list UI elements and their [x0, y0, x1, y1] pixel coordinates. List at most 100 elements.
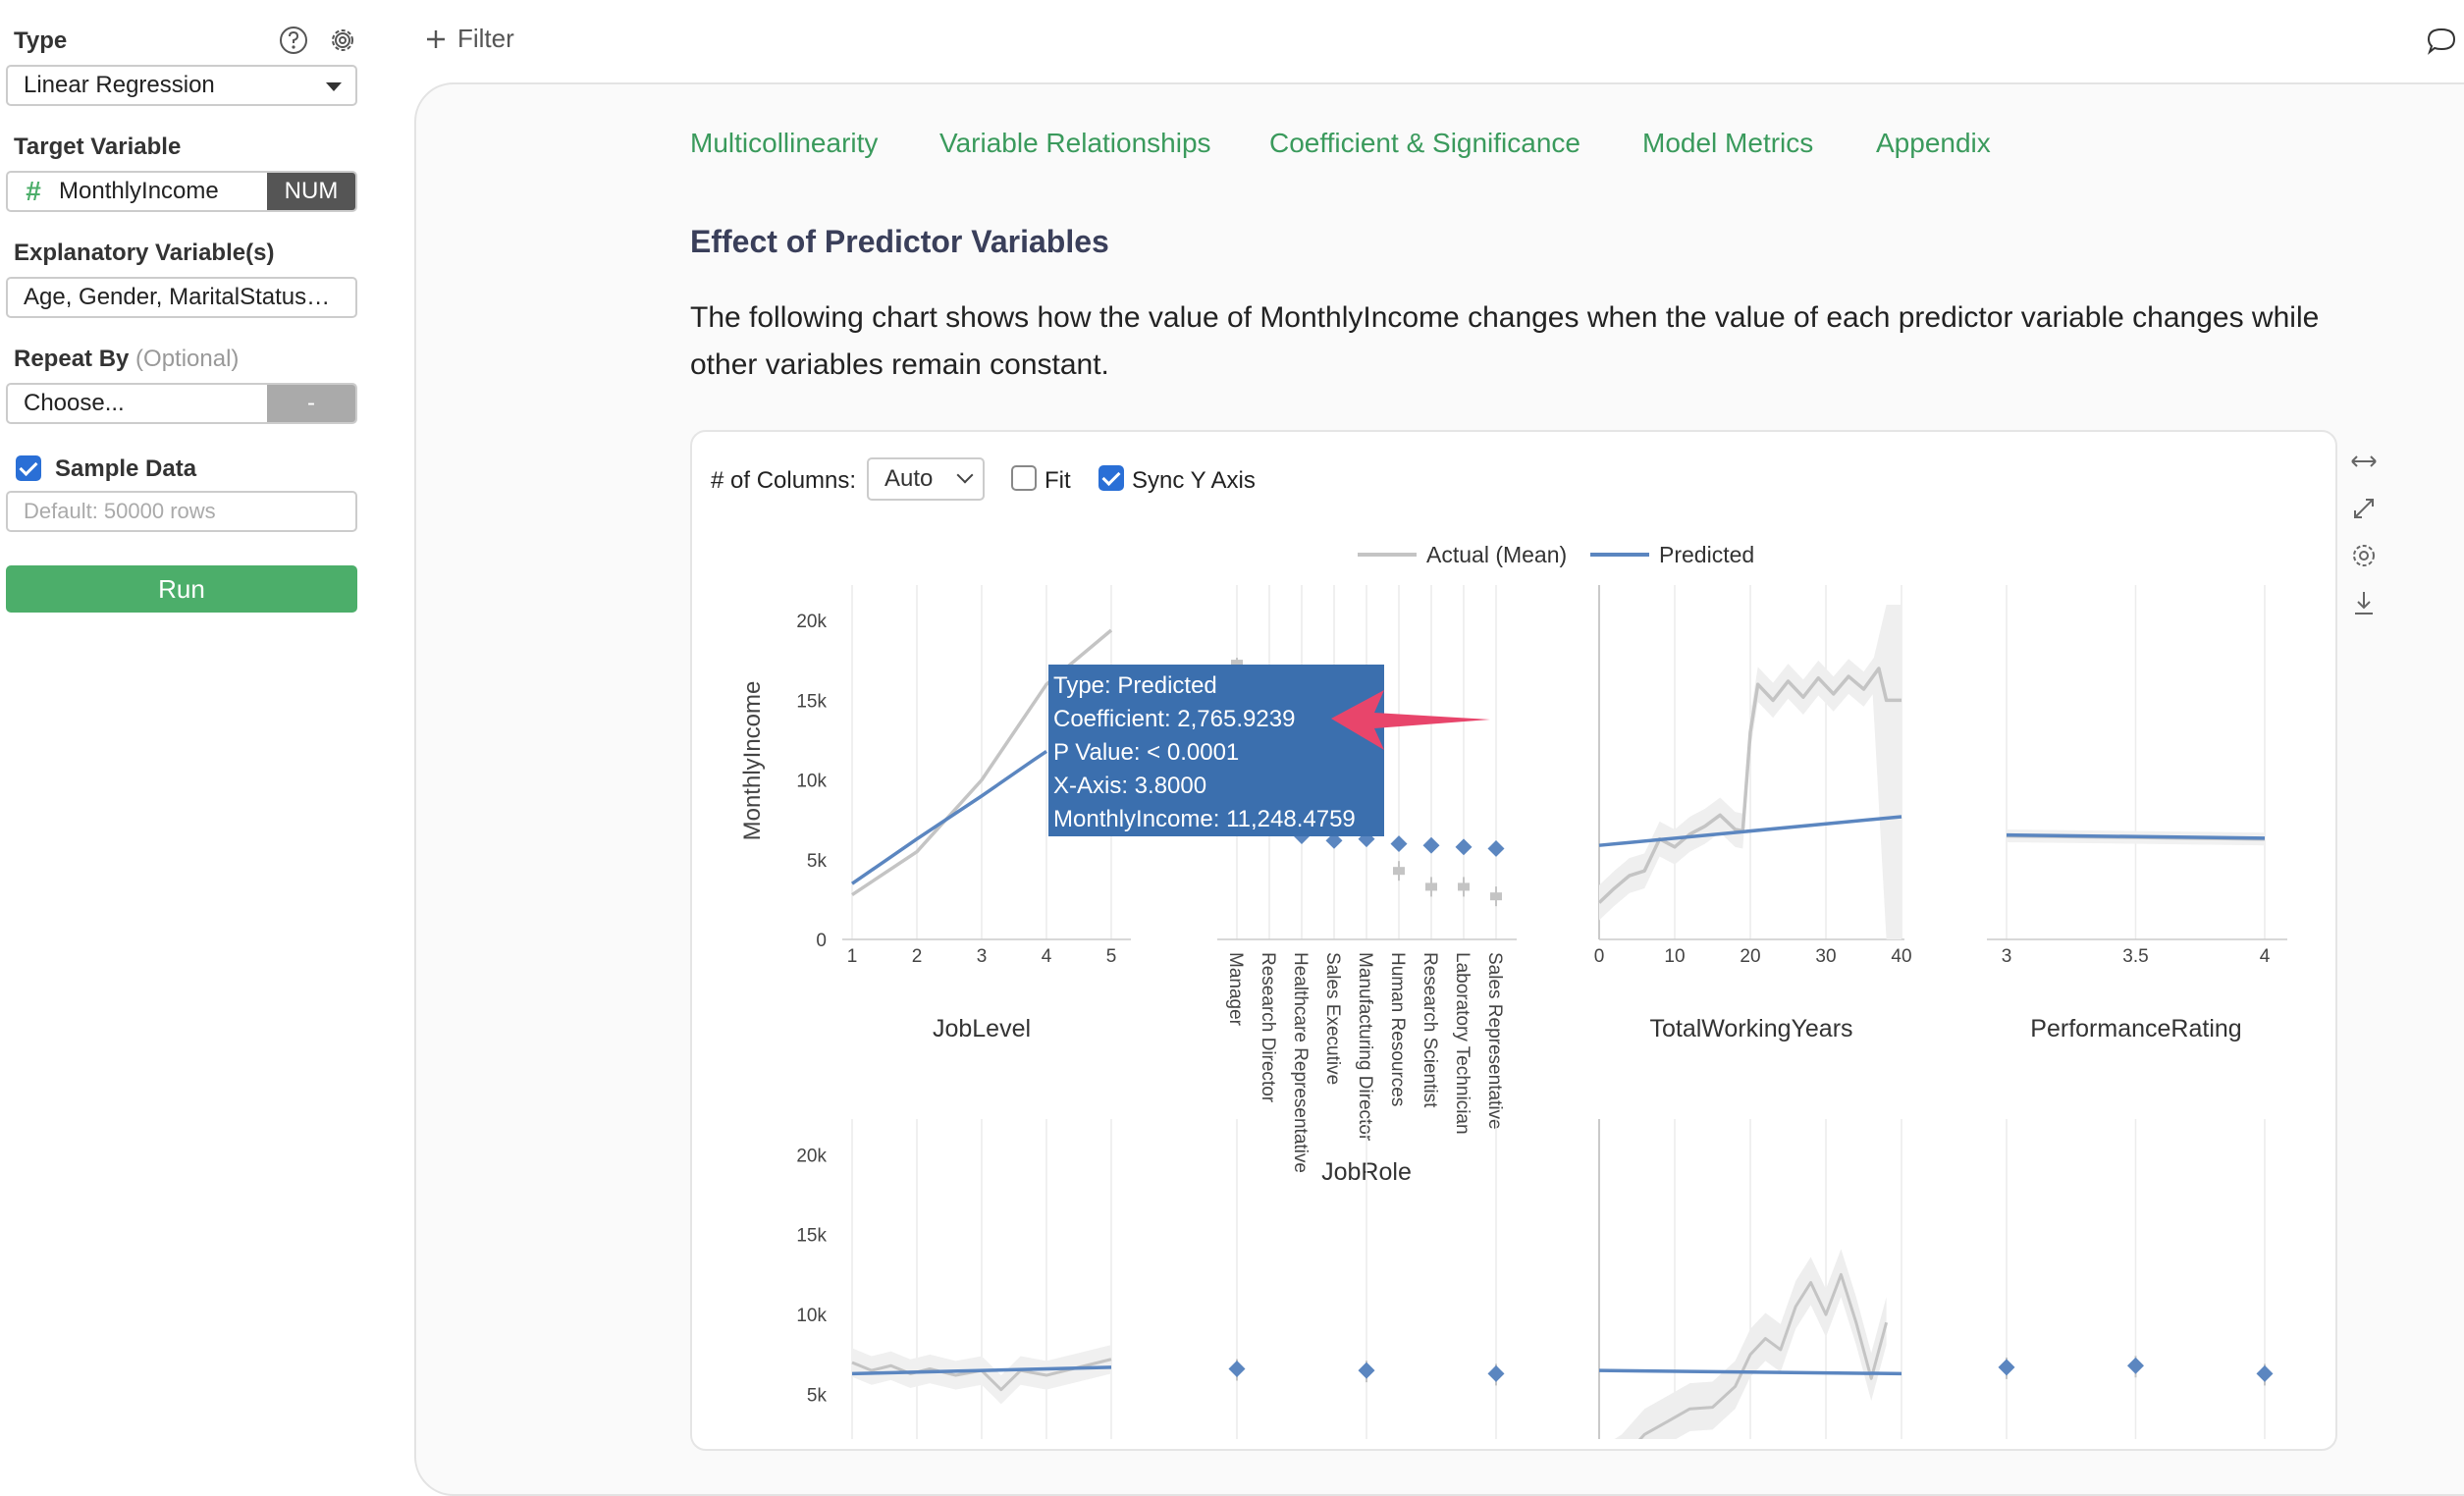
- left-panel: Type Linear Regression Target Variable #…: [0, 0, 373, 1439]
- actual-confidence-band-tail: [1871, 605, 1902, 939]
- tooltip-line: MonthlyIncome: 11,248.4759: [1053, 806, 1356, 832]
- x-tick-label: 4: [1042, 946, 1052, 967]
- sample-data-label: Sample Data: [55, 455, 197, 482]
- sample-rows-input[interactable]: Default: 50000 rows: [6, 491, 357, 532]
- y-tick-label: 0: [816, 931, 827, 951]
- actual-marker: [1231, 660, 1243, 668]
- actual-confidence-band: [852, 1345, 1111, 1405]
- predicted-marker: [2127, 1357, 2144, 1374]
- tooltip-box: [1048, 665, 1384, 836]
- y-tick-label: 15k: [796, 691, 827, 712]
- predicted-marker: [1390, 835, 1408, 853]
- sample-data-checkbox[interactable]: [16, 455, 41, 481]
- category-tick-label: Research Director: [1258, 952, 1278, 1103]
- actual-marker: [1490, 892, 1502, 901]
- download-icon[interactable]: [2348, 587, 2380, 618]
- x-tick-label: 3: [977, 946, 988, 967]
- y-tick-label: 15k: [796, 1226, 827, 1247]
- columns-value: Auto: [884, 465, 934, 492]
- predicted-line: [851, 1365, 1112, 1376]
- legend-predicted-label: Predicted: [1659, 542, 1754, 567]
- actual-line: [1597, 667, 1902, 904]
- repeat-by-label: Repeat By (Optional): [14, 346, 239, 373]
- type-label: Type: [14, 27, 68, 54]
- sync-y-axis-label: Sync Y Axis: [1132, 467, 1256, 494]
- category-tick-label: Healthcare Representative: [1290, 952, 1311, 1173]
- predicted-line: [1598, 1368, 1902, 1376]
- actual-marker: [1393, 867, 1405, 876]
- filter-button[interactable]: Filter: [424, 24, 514, 54]
- actual-marker: [1425, 882, 1437, 891]
- columns-select[interactable]: Auto: [867, 457, 985, 501]
- plus-icon: [427, 29, 445, 48]
- y-tick-label: 10k: [796, 1306, 827, 1326]
- explanatory-label: Explanatory Variable(s): [14, 240, 275, 266]
- category-tick-label: Sales Executive: [1322, 952, 1343, 1085]
- x-tick-label: 20: [1740, 946, 1760, 967]
- repeat-by-value: Choose...: [24, 390, 125, 416]
- sample-rows-placeholder: Default: 50000 rows: [24, 499, 216, 523]
- columns-label: # of Columns:: [711, 467, 857, 494]
- fit-checkbox[interactable]: [1011, 465, 1037, 491]
- predicted-marker: [1487, 1364, 1505, 1382]
- category-tick-label: Sales Representative: [1484, 952, 1505, 1130]
- predicted-marker: [1455, 838, 1473, 856]
- x-tick-label: 10: [1664, 946, 1685, 967]
- pointer-arrow-icon: [1331, 690, 1490, 750]
- actual-confidence-band: [1599, 651, 1902, 921]
- y-tick-label: 20k: [796, 1146, 827, 1166]
- predicted-marker: [1422, 836, 1440, 854]
- x-axis-title: JobLevel: [933, 1015, 1031, 1042]
- actual-line: [851, 1358, 1112, 1392]
- category-tick-label: Manufacturing Director: [1355, 952, 1375, 1142]
- type-select[interactable]: Linear Regression: [6, 65, 357, 106]
- x-tick-label: 3: [2002, 946, 2012, 967]
- explanatory-variables-select[interactable]: Age, Gender, MaritalStatus…: [6, 277, 357, 318]
- type-badge: NUM: [267, 173, 355, 210]
- repeat-by-type-badge: -: [267, 385, 355, 422]
- tooltip-line: X-Axis: 3.8000: [1053, 773, 1206, 799]
- chart-settings-icon[interactable]: [2348, 540, 2380, 571]
- x-tick-label: 5: [1106, 946, 1117, 967]
- x-tick-label: 1: [847, 946, 858, 967]
- chart-card: [690, 430, 2337, 1451]
- predicted-line: [1598, 815, 1902, 847]
- x-tick-label: 40: [1891, 946, 1911, 967]
- expand-horizontal-icon[interactable]: [2348, 446, 2380, 477]
- run-button[interactable]: Run: [6, 565, 357, 613]
- predicted-marker: [1325, 831, 1343, 849]
- repeat-by-select[interactable]: Choose... -: [6, 383, 357, 424]
- x-axis-title: PerformanceRating: [2030, 1015, 2241, 1042]
- tab-multicollinearity[interactable]: Multicollinearity: [690, 128, 879, 158]
- target-variable-select[interactable]: # MonthlyIncome NUM: [6, 171, 357, 212]
- legend-actual-label: Actual (Mean): [1426, 542, 1567, 567]
- predicted-marker: [1358, 1362, 1375, 1379]
- x-axis-title: TotalWorkingYears: [1649, 1015, 1852, 1042]
- predicted-marker: [1228, 1361, 1246, 1377]
- fullscreen-icon[interactable]: [2348, 493, 2380, 524]
- tab-model-metrics[interactable]: Model Metrics: [1642, 128, 1814, 158]
- repeat-by-text: Repeat By: [14, 346, 130, 372]
- sync-y-axis-checkbox[interactable]: [1098, 465, 1124, 491]
- comment-icon[interactable]: [2425, 24, 2458, 57]
- gear-icon[interactable]: [326, 24, 359, 57]
- tab-coefficient-significance[interactable]: Coefficient & Significance: [1269, 128, 1580, 158]
- type-select-value: Linear Regression: [24, 72, 215, 98]
- category-tick-label: Laboratory Technician: [1452, 952, 1473, 1135]
- tab-appendix[interactable]: Appendix: [1876, 128, 1991, 158]
- x-tick-label: 4: [2260, 946, 2271, 967]
- tooltip-line: Type: Predicted: [1053, 672, 1217, 699]
- section-title: Effect of Predictor Variables: [690, 224, 1109, 259]
- chevron-down-icon: [326, 82, 342, 91]
- help-icon[interactable]: [277, 24, 310, 57]
- fit-label: Fit: [1045, 467, 1071, 494]
- section-description: The following chart shows how the value …: [690, 301, 2320, 381]
- y-tick-label: 20k: [796, 612, 827, 632]
- predicted-line: [2006, 832, 2266, 840]
- tab-variable-relationships[interactable]: Variable Relationships: [939, 128, 1211, 158]
- x-tick-label: 30: [1815, 946, 1836, 967]
- y-tick-label: 5k: [807, 851, 828, 872]
- x-tick-label: 3.5: [2122, 946, 2148, 967]
- optional-hint: (Optional): [135, 346, 240, 372]
- actual-line: [1638, 1272, 1889, 1439]
